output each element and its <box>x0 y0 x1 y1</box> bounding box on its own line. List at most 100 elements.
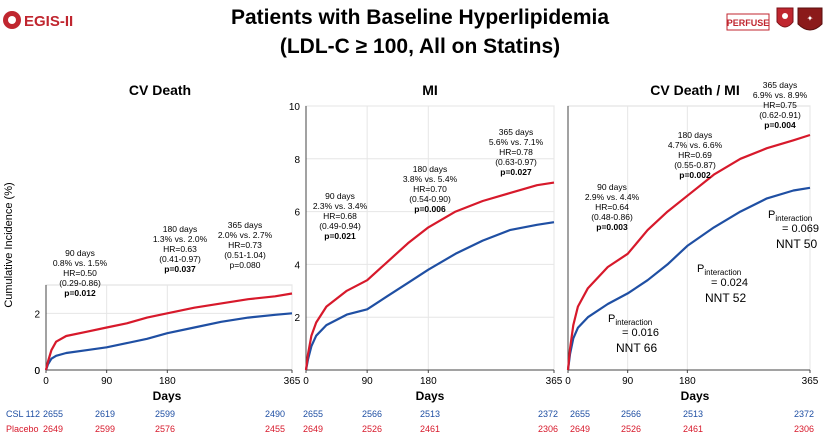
nnt-label: NNT 66 <box>616 341 657 355</box>
risk-value-csl: 2513 <box>683 409 703 419</box>
x-tick-label: 180 <box>159 376 176 387</box>
annotation-line: 0.8% vs. 1.5% <box>53 258 108 268</box>
annotation-line: (0.29-0.86) <box>59 278 101 288</box>
annotation-line: 180 days <box>413 164 448 174</box>
y-tick-label: 2 <box>294 313 300 324</box>
plot-area <box>305 105 555 371</box>
hospital-crest-icon: ✦ <box>797 7 823 31</box>
risk-value-csl: 2490 <box>265 409 285 419</box>
annotation-line: 2.3% vs. 3.4% <box>313 201 368 211</box>
annotation-line: 365 days <box>499 127 534 137</box>
risk-value-placebo: 2599 <box>95 424 115 434</box>
y-tick-label: 10 <box>289 102 301 113</box>
risk-value-placebo: 2455 <box>265 424 285 434</box>
risk-label-csl: CSL 112 <box>6 409 40 419</box>
x-tick-label: 180 <box>679 376 696 387</box>
risk-value-placebo: 2306 <box>794 424 814 434</box>
series-line-placebo <box>566 133 811 371</box>
annotation-line: HR=0.73 <box>228 240 262 250</box>
interaction-p-value: = 0.069 <box>782 223 819 235</box>
annotation-line: 90 days <box>325 191 355 201</box>
annotation-line: HR=0.68 <box>323 211 357 221</box>
risk-value-placebo: 2461 <box>420 424 440 434</box>
crest-shield-icon-2 <box>797 7 823 31</box>
risk-value-placebo: 2649 <box>570 424 590 434</box>
crest-emblem-icon <box>782 13 788 19</box>
interaction-p-label: Pinteraction <box>608 313 652 327</box>
annotation-pvalue: p=0.021 <box>324 231 356 241</box>
annotation-line: (0.54-0.90) <box>409 194 451 204</box>
annotation-pvalue: p=0.003 <box>596 222 628 232</box>
x-axis-label: Days <box>153 389 182 403</box>
x-tick-label: 90 <box>101 376 113 387</box>
university-crest-icon <box>776 7 794 28</box>
annotation-line: 365 days <box>228 220 263 230</box>
risk-value-placebo: 2526 <box>621 424 641 434</box>
x-tick-label: 0 <box>303 376 309 387</box>
series-line-csl-112 <box>566 186 811 371</box>
risk-value-csl: 2655 <box>43 409 63 419</box>
slide-title-line2: (LDL-C ≥ 100, All on Statins) <box>280 35 560 58</box>
series-line-placebo <box>304 181 555 371</box>
risk-value-csl: 2513 <box>420 409 440 419</box>
perfuse-logo-text: PERFUSE <box>727 18 770 28</box>
aegis-logo: EGIS-II <box>3 11 73 30</box>
annotation-line: HR=0.75 <box>763 100 797 110</box>
x-tick-label: 0 <box>565 376 571 387</box>
annotation-line: (0.48-0.86) <box>591 212 633 222</box>
annotation-line: 2.9% vs. 4.4% <box>585 192 640 202</box>
annotation-line: HR=0.63 <box>163 244 197 254</box>
annotation-line: p=0.080 <box>230 260 261 270</box>
y-tick-label: 0 <box>34 366 40 377</box>
interaction-p-value: = 0.024 <box>711 277 748 289</box>
annotation-line: (0.63-0.97) <box>495 157 537 167</box>
annotation-line: (0.41-0.97) <box>159 254 201 264</box>
y-tick-label: 4 <box>294 260 300 271</box>
perfuse-logo: PERFUSE <box>726 13 770 31</box>
annotation-line: (0.62-0.91) <box>759 110 801 120</box>
x-tick-label: 0 <box>43 376 49 387</box>
annotation-line: (0.49-0.94) <box>319 221 361 231</box>
risk-label-placebo: Placebo <box>6 424 39 434</box>
annotation-pvalue: p=0.006 <box>414 204 446 214</box>
chart-title: CV Death / MI <box>650 82 739 98</box>
annotation-pvalue: p=0.004 <box>764 120 796 130</box>
annotation-line: 1.3% vs. 2.0% <box>153 234 208 244</box>
x-tick-label: 365 <box>284 376 301 387</box>
nnt-label: NNT 52 <box>705 291 746 305</box>
y-tick-label: 0 <box>34 366 40 377</box>
perfuse-logo-box <box>726 13 770 31</box>
y-tick-label: 8 <box>294 155 300 166</box>
series-line-csl-112 <box>44 312 293 371</box>
y-tick-label: 2 <box>34 309 40 320</box>
x-tick-label: 90 <box>622 376 634 387</box>
x-axis-label: Days <box>416 389 445 403</box>
annotation-line: 180 days <box>678 130 713 140</box>
risk-value-placebo: 2461 <box>683 424 703 434</box>
annotation-line: 2.0% vs. 2.7% <box>218 230 273 240</box>
risk-value-csl: 2599 <box>155 409 175 419</box>
annotation-line: HR=0.50 <box>63 268 97 278</box>
interaction-p-value: = 0.016 <box>622 327 659 339</box>
nnt-label: NNT 50 <box>776 237 817 251</box>
x-tick-label: 365 <box>546 376 563 387</box>
annotation-line: 180 days <box>163 224 198 234</box>
risk-value-csl: 2372 <box>794 409 814 419</box>
annotation-line: HR=0.70 <box>413 184 447 194</box>
interaction-p-label: Pinteraction <box>697 263 741 277</box>
risk-value-placebo: 2306 <box>538 424 558 434</box>
annotation-line: 5.6% vs. 7.1% <box>489 137 544 147</box>
y-tick-label: 6 <box>294 208 300 219</box>
annotation-line: 3.8% vs. 5.4% <box>403 174 458 184</box>
aegis-logo-icon-center <box>8 16 16 24</box>
chart-title: MI <box>422 82 438 98</box>
crest-mark-icon: ✦ <box>807 14 814 23</box>
risk-value-placebo: 2649 <box>43 424 63 434</box>
risk-value-csl: 2372 <box>538 409 558 419</box>
annotation-line: HR=0.64 <box>595 202 629 212</box>
